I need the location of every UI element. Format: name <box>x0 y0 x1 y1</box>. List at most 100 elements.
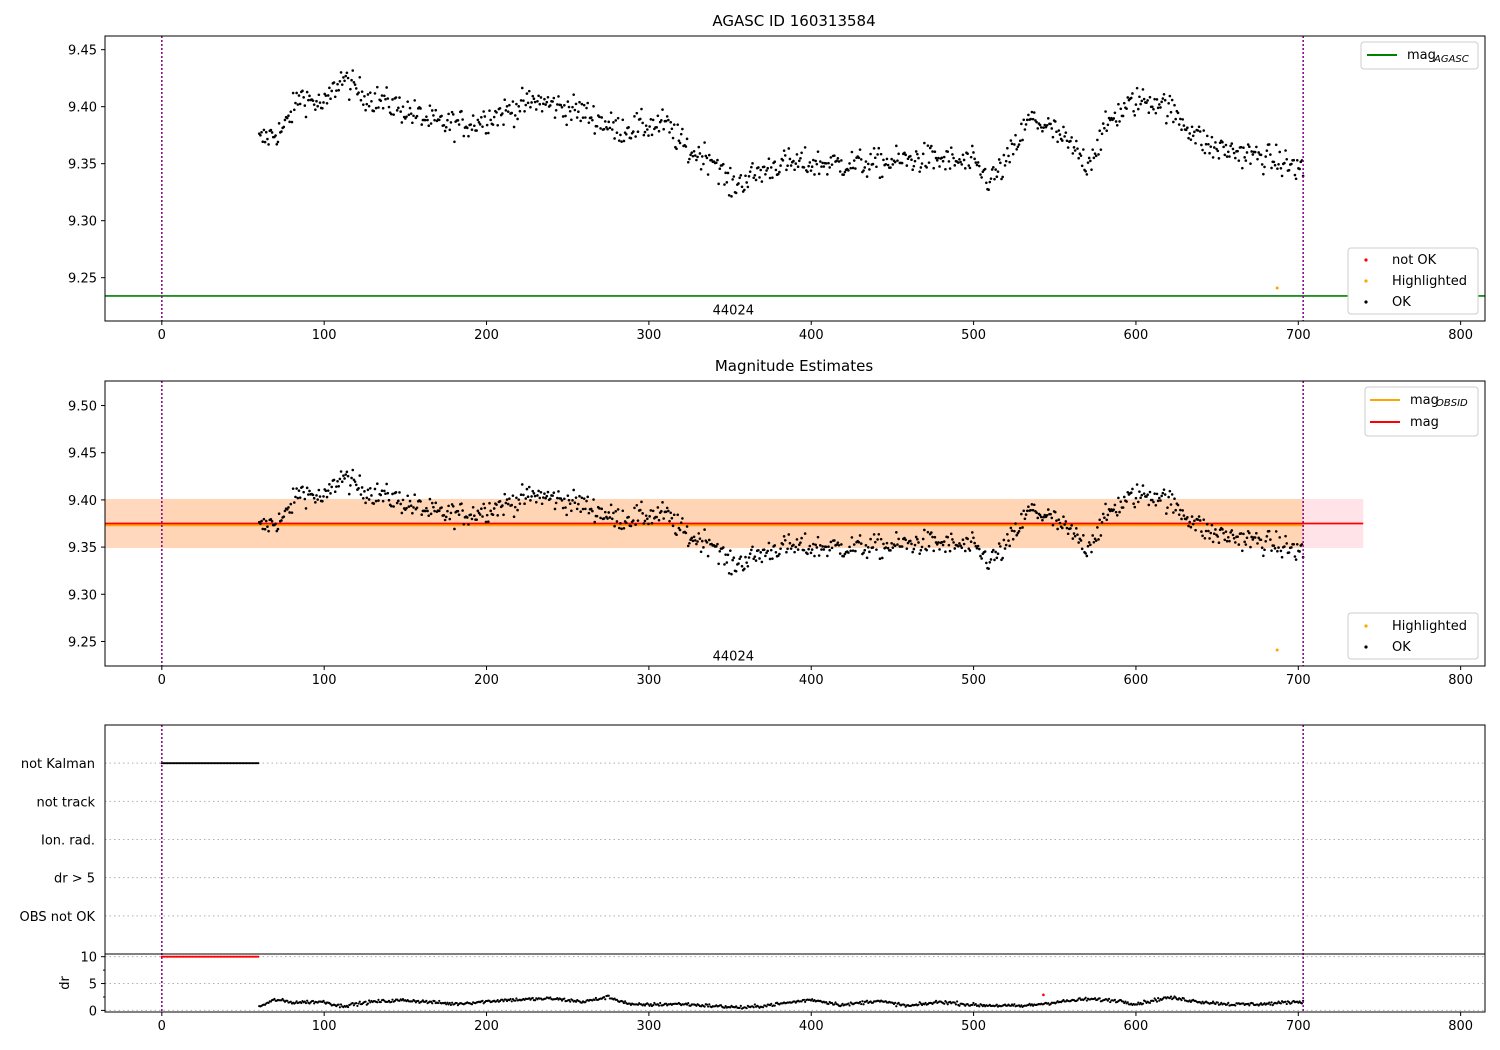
ok-point <box>353 480 357 483</box>
ok-point <box>609 111 613 114</box>
ok-point <box>471 114 475 117</box>
ok-point <box>480 507 483 510</box>
ok-point <box>826 173 829 176</box>
ok-point <box>1053 510 1057 514</box>
dr-ok-point <box>390 1000 393 1004</box>
ok-point <box>395 501 399 505</box>
ok-point <box>619 521 622 525</box>
ok-point <box>554 501 558 505</box>
ok-point <box>346 474 350 478</box>
ok-point <box>842 173 846 176</box>
ok-point <box>641 121 644 125</box>
dr-ok-point <box>1152 999 1155 1003</box>
ok-point <box>751 162 754 165</box>
ok-point <box>408 106 412 110</box>
ok-point <box>293 501 296 504</box>
ok-point <box>288 511 291 514</box>
ok-point <box>1066 146 1070 149</box>
ok-point <box>1131 92 1134 95</box>
dr-ok-point <box>649 1003 652 1006</box>
ok-point <box>627 515 630 519</box>
ok-point <box>406 100 409 103</box>
ok-point <box>297 489 301 492</box>
dr-ok-point <box>624 1000 627 1003</box>
ok-point <box>575 507 579 511</box>
ok-point <box>1232 151 1236 155</box>
ok-point <box>627 126 630 129</box>
panel-2-annotation: 44024 <box>713 650 754 665</box>
dr-ok-point <box>811 998 814 1001</box>
ok-point <box>392 505 395 508</box>
ok-point <box>767 157 771 161</box>
legend-highlighted-2: Highlighted <box>1392 619 1467 634</box>
dr-ok-point <box>1085 999 1088 1002</box>
ok-point <box>365 496 369 500</box>
ok-point <box>648 515 651 518</box>
ok-point <box>884 162 888 166</box>
dr-ok-point <box>1158 999 1161 1002</box>
ok-point <box>367 104 371 108</box>
ok-point <box>563 497 566 501</box>
ok-point <box>621 118 625 122</box>
ok-point <box>1180 517 1183 521</box>
dr-ok-point <box>1247 1002 1250 1006</box>
ok-point <box>734 569 738 573</box>
ok-point <box>731 558 734 562</box>
ok-point <box>1172 511 1175 514</box>
ok-point <box>734 191 738 195</box>
ok-point <box>959 160 962 164</box>
ok-point <box>335 485 338 488</box>
ok-point <box>716 158 719 162</box>
ok-point <box>339 470 343 473</box>
ok-point <box>1022 509 1026 513</box>
dr-ok-point <box>995 1003 998 1006</box>
ok-point <box>702 546 705 549</box>
ok-point <box>1106 123 1110 127</box>
ok-point <box>1097 538 1100 541</box>
ok-point <box>502 513 505 517</box>
x-tick-label: 200 <box>474 673 499 688</box>
dr-ok-point <box>848 1004 851 1007</box>
x-tick-label: 700 <box>1286 673 1311 688</box>
ok-point <box>1202 129 1206 132</box>
ok-point <box>544 496 547 500</box>
ok-point <box>1094 539 1098 542</box>
x-tick-label: 800 <box>1448 328 1473 343</box>
ok-point <box>443 129 447 133</box>
ok-point <box>539 490 543 494</box>
dr-ok-point <box>531 996 534 1000</box>
ok-point <box>442 513 446 517</box>
ok-point <box>869 152 872 156</box>
dr-ok-point <box>804 1000 807 1003</box>
ok-point <box>433 118 436 122</box>
ok-point <box>1011 152 1015 156</box>
dr-ok-point <box>1248 1004 1251 1007</box>
ok-point <box>914 535 918 539</box>
ok-point <box>598 115 601 119</box>
ok-point <box>668 519 671 523</box>
ok-point <box>419 107 422 110</box>
ok-point <box>767 541 771 545</box>
ok-point <box>765 169 768 172</box>
ok-point <box>951 538 954 541</box>
ok-point <box>1180 128 1183 131</box>
dr-ok-point <box>1220 1001 1223 1004</box>
ok-point <box>581 116 585 119</box>
ok-point <box>1063 135 1066 138</box>
ok-point <box>506 110 510 113</box>
ok-point <box>325 495 329 499</box>
dr-ok-point <box>368 999 371 1002</box>
ok-point <box>373 92 377 95</box>
ok-point <box>324 489 328 493</box>
ok-point <box>600 507 604 511</box>
ok-point <box>1046 508 1050 511</box>
ok-point <box>337 484 341 488</box>
ok-point <box>740 185 744 189</box>
ok-point <box>876 153 879 156</box>
ok-point <box>988 561 992 564</box>
ok-point <box>1125 107 1128 110</box>
ok-point <box>951 153 954 156</box>
ok-point <box>591 118 594 122</box>
ok-point <box>1239 145 1243 149</box>
dr-ok-point <box>739 1004 742 1007</box>
